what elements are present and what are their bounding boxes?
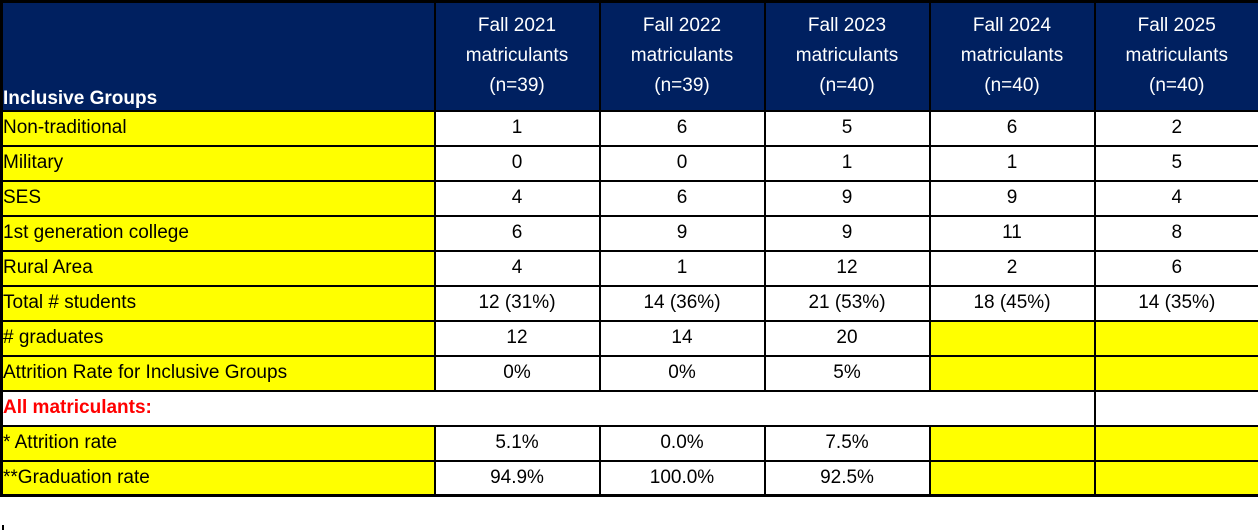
header-cell-fall-2025: Fall 2025 matriculants (n=40): [1093, 0, 1258, 112]
table-row-military: Military 0 0 1 1 5: [0, 144, 1258, 182]
data-cell: 1: [433, 109, 601, 147]
data-cell: 6: [598, 179, 766, 217]
data-cell: 9: [598, 214, 766, 252]
row-label-1st-generation-college: 1st generation college: [0, 214, 436, 252]
header-cell-fall-2024: Fall 2024 matriculants (n=40): [928, 0, 1096, 112]
inclusive-groups-table: Inclusive Groups Fall 2021 matriculants …: [0, 0, 1258, 497]
data-cell: 4: [1093, 179, 1258, 217]
row-label-attrition-rate-all: * Attrition rate: [0, 424, 436, 462]
table-row-graduates: # graduates 12 14 20: [0, 319, 1258, 357]
table-row-non-traditional: Non-traditional 1 6 5 6 2: [0, 109, 1258, 147]
data-cell: 0: [598, 144, 766, 182]
empty-highlight-cell: [1093, 354, 1258, 392]
table-row-1st-generation-college: 1st generation college 6 9 9 11 8: [0, 214, 1258, 252]
section-label-all-matriculants: All matriculants:: [0, 389, 1096, 427]
data-cell: 12: [433, 319, 601, 357]
row-label-total-students: Total # students: [0, 284, 436, 322]
header-row: Inclusive Groups Fall 2021 matriculants …: [0, 0, 1258, 112]
row-label-graduation-rate: **Graduation rate: [0, 459, 436, 497]
data-cell: 21 (53%): [763, 284, 931, 322]
table-row-ses: SES 4 6 9 9 4: [0, 179, 1258, 217]
data-cell: 0%: [598, 354, 766, 392]
row-label-military: Military: [0, 144, 436, 182]
data-cell: 4: [433, 179, 601, 217]
data-cell: 11: [928, 214, 1096, 252]
table-row-rural-area: Rural Area 4 1 12 2 6: [0, 249, 1258, 287]
empty-highlight-cell: [1093, 319, 1258, 357]
data-cell: 1: [598, 249, 766, 287]
data-cell: 12 (31%): [433, 284, 601, 322]
table-row-attrition-rate-all: * Attrition rate 5.1% 0.0% 7.5%: [0, 424, 1258, 462]
header-cell-fall-2021: Fall 2021 matriculants (n=39): [433, 0, 601, 112]
data-cell: 4: [433, 249, 601, 287]
data-cell: 8: [1093, 214, 1258, 252]
data-cell: 92.5%: [763, 459, 931, 497]
data-cell: 0%: [433, 354, 601, 392]
table-row-total-students: Total # students 12 (31%) 14 (36%) 21 (5…: [0, 284, 1258, 322]
empty-highlight-cell: [928, 319, 1096, 357]
header-cell-inclusive-groups: Inclusive Groups: [0, 0, 436, 112]
data-cell: 14 (35%): [1093, 284, 1258, 322]
data-cell: 5: [763, 109, 931, 147]
row-label-non-traditional: Non-traditional: [0, 109, 436, 147]
data-cell: 6: [433, 214, 601, 252]
row-label-graduates: # graduates: [0, 319, 436, 357]
data-cell: 0.0%: [598, 424, 766, 462]
empty-highlight-cell: [928, 459, 1096, 497]
table-row-graduation-rate: **Graduation rate 94.9% 100.0% 92.5%: [0, 459, 1258, 497]
data-cell: 12: [763, 249, 931, 287]
data-cell: 6: [598, 109, 766, 147]
empty-cell: [1093, 389, 1258, 427]
data-cell: 9: [928, 179, 1096, 217]
empty-highlight-cell: [928, 424, 1096, 462]
data-cell: 100.0%: [598, 459, 766, 497]
data-cell: 14: [598, 319, 766, 357]
header-cell-fall-2022: Fall 2022 matriculants (n=39): [598, 0, 766, 112]
data-cell: 20: [763, 319, 931, 357]
row-label-ses: SES: [0, 179, 436, 217]
data-cell: 94.9%: [433, 459, 601, 497]
partial-next-row-border: [2, 525, 4, 530]
data-cell: 18 (45%): [928, 284, 1096, 322]
data-cell: 2: [1093, 109, 1258, 147]
empty-highlight-cell: [928, 354, 1096, 392]
data-cell: 1: [928, 144, 1096, 182]
data-cell: 5: [1093, 144, 1258, 182]
data-cell: 1: [763, 144, 931, 182]
data-cell: 7.5%: [763, 424, 931, 462]
row-label-rural-area: Rural Area: [0, 249, 436, 287]
data-cell: 2: [928, 249, 1096, 287]
table-row-all-matriculants-section: All matriculants:: [0, 389, 1258, 427]
row-label-attrition-rate-inclusive: Attrition Rate for Inclusive Groups: [0, 354, 436, 392]
data-cell: 9: [763, 214, 931, 252]
data-cell: 0: [433, 144, 601, 182]
empty-highlight-cell: [1093, 424, 1258, 462]
data-cell: 6: [1093, 249, 1258, 287]
data-cell: 14 (36%): [598, 284, 766, 322]
data-cell: 5.1%: [433, 424, 601, 462]
data-cell: 9: [763, 179, 931, 217]
empty-highlight-cell: [1093, 459, 1258, 497]
data-cell: 5%: [763, 354, 931, 392]
header-cell-fall-2023: Fall 2023 matriculants (n=40): [763, 0, 931, 112]
data-cell: 6: [928, 109, 1096, 147]
table-row-attrition-rate-inclusive: Attrition Rate for Inclusive Groups 0% 0…: [0, 354, 1258, 392]
